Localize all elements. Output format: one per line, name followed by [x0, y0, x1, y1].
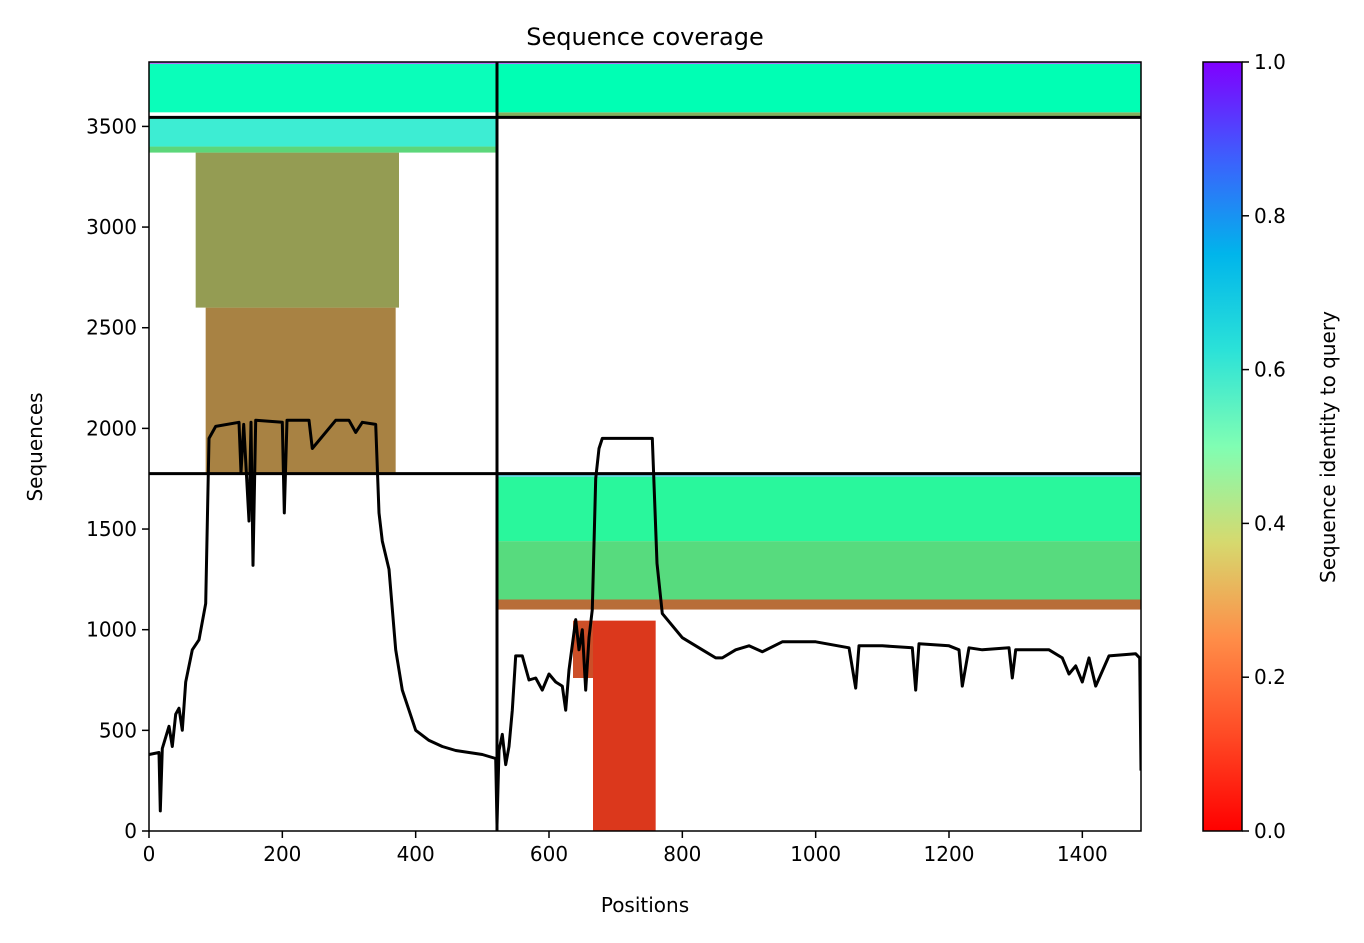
colorbar-label: Sequence identity to query	[1316, 311, 1340, 583]
coverage-block	[497, 112, 1141, 118]
y-axis-label: Sequences	[23, 392, 47, 501]
coverage-block	[149, 64, 497, 113]
x-tick-label: 1000	[790, 842, 841, 866]
segment-boundaries	[149, 62, 1141, 831]
colorbar-ticks: 0.0 0.2 0.4 0.6 0.8 1.0	[1242, 50, 1286, 843]
y-tick-label: 2500	[86, 316, 137, 340]
x-tick-label: 0	[143, 842, 156, 866]
coverage-block	[149, 117, 497, 147]
y-tick-label: 0	[124, 819, 137, 843]
x-tick-label: 200	[263, 842, 301, 866]
y-tick-label: 3000	[86, 215, 137, 239]
coverage-block	[497, 476, 1141, 542]
colorbar-tick-label: 0.0	[1254, 819, 1286, 843]
coverage-block	[205, 307, 396, 474]
y-tick-label: 3500	[86, 114, 137, 138]
y-tick-label: 1000	[86, 618, 137, 642]
colorbar	[1202, 61, 1243, 832]
coverage-block	[195, 152, 399, 308]
y-tick-label: 1500	[86, 517, 137, 541]
coverage-block	[497, 599, 1141, 610]
x-axis-label: Positions	[601, 893, 689, 917]
coverage-block	[497, 64, 1141, 113]
colorbar-tick-label: 0.4	[1254, 511, 1286, 535]
coverage-line	[149, 418, 1141, 827]
y-axis-ticks: 0 500 1000 1500 2000 2500 3000 3500	[86, 114, 149, 843]
colorbar-tick-label: 0.8	[1254, 204, 1286, 228]
x-tick-label: 600	[530, 842, 568, 866]
x-tick-label: 1400	[1057, 842, 1108, 866]
coverage-block	[593, 620, 656, 831]
y-tick-label: 500	[99, 718, 137, 742]
coverage-block	[497, 541, 1141, 600]
x-tick-label: 800	[663, 842, 701, 866]
x-axis-ticks: 0 200 400 600 800 1000 1200 1400	[143, 831, 1108, 866]
coverage-block	[149, 146, 497, 153]
x-tick-label: 400	[397, 842, 435, 866]
colorbar-tick-label: 0.6	[1254, 358, 1286, 382]
coverage-block	[149, 62, 1141, 65]
x-tick-label: 1200	[924, 842, 975, 866]
coverage-block	[497, 473, 1141, 477]
plot-frame	[148, 61, 1142, 832]
colorbar-tick-label: 1.0	[1254, 50, 1286, 74]
coverage-line-layer	[149, 418, 1141, 827]
chart-title: Sequence coverage	[526, 23, 763, 51]
coverage-blocks	[149, 62, 1141, 831]
y-tick-label: 2000	[86, 416, 137, 440]
colorbar-tick-label: 0.2	[1254, 665, 1286, 689]
